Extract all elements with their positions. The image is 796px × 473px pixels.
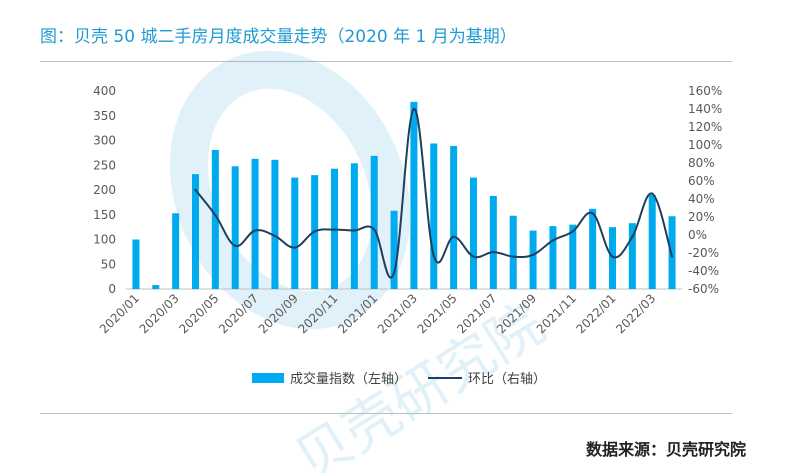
ratio-point — [472, 255, 475, 258]
left-axis-tick-label: 350 — [93, 109, 116, 123]
ratio-point — [512, 255, 515, 258]
bar — [430, 143, 438, 289]
bar — [509, 215, 517, 289]
legend-bar-swatch — [252, 373, 284, 383]
right-axis-tick-label: -60% — [688, 282, 719, 296]
bottom-divider — [40, 413, 732, 414]
ratio-point — [273, 234, 277, 238]
bar — [390, 210, 398, 289]
ratio-point — [631, 235, 634, 238]
bar — [172, 213, 180, 289]
ratio-point — [551, 239, 555, 242]
bar — [231, 166, 239, 289]
x-axis-tick-label: 2021/03 — [375, 291, 420, 336]
ratio-point — [591, 212, 594, 215]
x-axis-tick-label: 2022/01 — [573, 291, 618, 336]
bar — [529, 230, 537, 289]
bar — [589, 208, 597, 289]
left-axis-tick-label: 400 — [93, 84, 116, 98]
ratio-point — [670, 255, 674, 258]
bar — [291, 177, 299, 289]
x-axis-tick-label: 2020/03 — [137, 291, 182, 336]
legend-line-label: 环比（右轴） — [468, 372, 546, 387]
ratio-point — [293, 246, 296, 249]
ratio-line — [194, 107, 674, 279]
ratio-point — [432, 254, 435, 257]
chart-title: 图：贝壳 50 城二手房月度成交量走势（2020 年 1 月为基期） — [40, 27, 517, 47]
right-axis-tick-label: 40% — [688, 192, 715, 206]
right-axis-tick-label: 120% — [688, 120, 722, 134]
bar — [192, 174, 199, 289]
ratio-point — [214, 214, 217, 217]
bar — [350, 163, 358, 289]
ratio-point — [194, 188, 197, 192]
ratio-point — [373, 228, 376, 231]
x-axis-tick-label: 2022/03 — [613, 291, 658, 336]
right-axis-tick-label: -20% — [688, 246, 719, 260]
bar — [410, 101, 418, 289]
bar — [251, 158, 259, 289]
ratio-point — [611, 255, 614, 258]
ratio-point — [333, 228, 336, 231]
right-axis-tick-label: 60% — [688, 174, 715, 188]
ratio-point — [571, 230, 574, 233]
bar — [132, 239, 140, 289]
bar — [648, 194, 656, 289]
source-note: 数据来源：贝壳研究院 — [585, 440, 746, 459]
x-axis-tick-label: 2020/01 — [97, 291, 142, 336]
bar — [549, 226, 557, 289]
right-axis-tick-label: 0% — [688, 228, 707, 242]
right-axis-tick-label: 160% — [688, 84, 722, 98]
x-axis-tick-label: 2021/11 — [534, 291, 579, 336]
ratio-point — [353, 229, 356, 232]
right-axis-tick-label: 80% — [688, 156, 715, 170]
ratio-point — [412, 107, 416, 111]
bar — [450, 145, 458, 289]
bar — [489, 195, 497, 289]
legend: 成交量指数（左轴） 环比（右轴） — [252, 371, 546, 387]
ratio-point — [531, 253, 535, 256]
top-divider — [40, 61, 732, 62]
left-axis-tick-label: 250 — [93, 158, 116, 172]
right-axis-tick-label: 140% — [688, 102, 722, 116]
ratio-point — [452, 235, 455, 238]
right-axis-tick-label: 20% — [688, 210, 715, 224]
bar — [470, 177, 477, 289]
ratio-point — [253, 229, 257, 232]
bar — [569, 224, 577, 289]
ratio-point — [651, 192, 654, 195]
bar — [668, 216, 676, 289]
line-series — [194, 107, 674, 279]
ratio-point — [492, 250, 495, 254]
watermark-logo-shape — [169, 50, 411, 330]
x-axis-tick-label: 2020/05 — [176, 291, 221, 336]
bar — [152, 285, 160, 289]
legend-bar-label: 成交量指数（左轴） — [290, 371, 407, 387]
bar — [271, 159, 279, 289]
left-axis-tick-label: 100 — [93, 233, 116, 247]
bar — [628, 223, 636, 289]
left-axis-tick-label: 300 — [93, 134, 116, 148]
left-axis-tick-label: 50 — [101, 257, 116, 271]
ratio-point — [234, 244, 237, 247]
bar — [211, 149, 219, 289]
ratio-point — [392, 271, 396, 274]
left-axis-tick-label: 150 — [93, 208, 116, 222]
left-axis-tick-label: 200 — [93, 183, 116, 197]
right-axis-tick-label: 100% — [688, 138, 722, 152]
x-axis-tick-label: 2021/05 — [415, 291, 460, 336]
left-axis-tick-label: 0 — [108, 282, 116, 296]
bar — [609, 227, 616, 289]
right-axis-tick-label: -40% — [688, 264, 719, 278]
ratio-point — [313, 230, 316, 233]
bar — [370, 155, 378, 289]
